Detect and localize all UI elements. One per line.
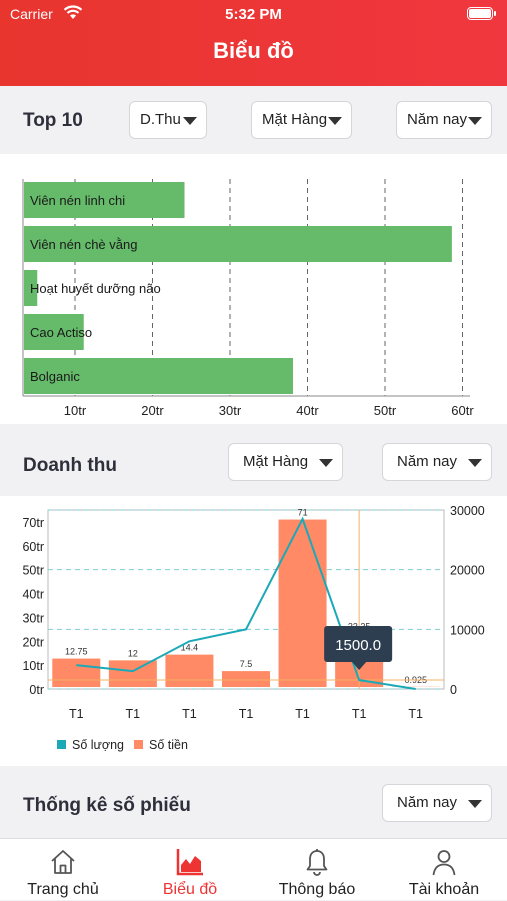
y-left-tick-label: 70tr	[22, 516, 44, 530]
status-time: 5:32 PM	[10, 6, 497, 23]
tab-chart-label: Biểu đồ	[127, 881, 253, 899]
chevron-down-icon	[468, 459, 482, 467]
bar-label: Viên nén chè vằng	[30, 237, 137, 252]
bar-label: Bolganic	[30, 369, 80, 384]
revenue-period-dropdown-value: Năm nay	[393, 453, 457, 470]
x-tick-label: T1	[239, 707, 254, 721]
tab-home-label: Trang chủ	[0, 881, 126, 899]
metric-dropdown[interactable]: D.Thu	[129, 101, 207, 139]
revenue-title: Doanh thu	[23, 455, 117, 477]
chart-icon	[175, 847, 205, 877]
top10-bar-chart: 10tr 20tr 30tr 40tr 50tr 60tr Viên nén linh ch…	[0, 154, 507, 424]
top10-header: Top 10 D.Thu Mặt Hàng Năm nay	[0, 86, 507, 154]
ticket-stats-header: Thống kê số phiếu Năm nay	[0, 766, 507, 838]
legend-label-money: Số tiền	[149, 738, 188, 752]
home-icon	[48, 847, 78, 877]
y-left-tick-label: 10tr	[22, 659, 44, 673]
bar	[109, 660, 157, 687]
x-tick-label: T1	[352, 707, 367, 721]
bar	[279, 520, 327, 687]
x-tick-label: 40tr	[296, 403, 319, 418]
revenue-period-dropdown[interactable]: Năm nay	[382, 443, 492, 481]
bar-label: Hoạt huyết dưỡng não	[30, 281, 161, 296]
tab-account[interactable]: Tài khoản	[381, 839, 507, 901]
x-tick-label: T1	[182, 707, 197, 721]
legend-swatch-money	[134, 740, 143, 749]
x-tick-label: 10tr	[64, 403, 87, 418]
bar-label: Viên nén linh chi	[30, 193, 125, 208]
x-tick-label: 30tr	[219, 403, 242, 418]
battery-icon	[467, 7, 493, 20]
bar-data-label: 12.75	[65, 647, 88, 657]
x-tick-label: T1	[126, 707, 141, 721]
chevron-down-icon	[468, 117, 482, 125]
chevron-down-icon	[468, 800, 482, 808]
metric-dropdown-value: D.Thu	[140, 111, 181, 128]
top10-title: Top 10	[23, 110, 83, 132]
legend-swatch-quantity	[57, 740, 66, 749]
revenue-chart-panel: 0tr 10tr 20tr 30tr 40tr 50tr 60tr 70tr 0 10000 200…	[0, 496, 507, 766]
tab-notifications[interactable]: Thông báo	[254, 839, 380, 901]
x-tick-label: 20tr	[141, 403, 164, 418]
bar	[52, 659, 100, 687]
y-right-tick-label: 30000	[450, 504, 485, 518]
page-title: Biểu đồ	[0, 38, 507, 64]
bell-icon	[302, 847, 332, 877]
y-left-tick-label: 0tr	[29, 683, 44, 697]
ticket-stats-title: Thống kê số phiếu	[23, 795, 191, 817]
y-left-tick-label: 60tr	[22, 540, 44, 554]
revenue-group-dropdown[interactable]: Mặt Hàng	[228, 443, 343, 481]
bar-data-label: 71	[298, 508, 308, 518]
revenue-header: Doanh thu Mặt Hàng Năm nay	[0, 424, 507, 496]
top10-period-dropdown-value: Năm nay	[407, 111, 467, 128]
top10-chart-panel: 10tr 20tr 30tr 40tr 50tr 60tr Viên nén linh ch…	[0, 154, 507, 424]
chevron-down-icon	[183, 117, 197, 125]
status-bar: Carrier 5:32 PM	[10, 4, 497, 24]
user-icon	[429, 847, 459, 877]
x-tick-label: T1	[69, 707, 84, 721]
tab-chart[interactable]: Biểu đồ	[127, 839, 253, 901]
y-left-tick-label: 30tr	[22, 611, 44, 625]
tab-account-label: Tài khoản	[381, 881, 507, 899]
y-left-tick-label: 50tr	[22, 564, 44, 578]
legend-label-quantity: Số lượng	[72, 738, 124, 752]
y-right-tick-label: 10000	[450, 623, 485, 637]
y-right-tick-label: 0	[450, 683, 457, 697]
x-tick-label: 60tr	[451, 403, 474, 418]
top10-group-dropdown-value: Mặt Hàng	[262, 111, 327, 128]
x-tick-label: T1	[408, 707, 423, 721]
y-left-tick-label: 20tr	[22, 635, 44, 649]
bar-data-label: 7.5	[240, 659, 253, 669]
tab-bar: Trang chủ Biểu đồ Thông báo Tài khoản	[0, 838, 507, 900]
chevron-down-icon	[328, 117, 342, 125]
tab-notifications-label: Thông báo	[254, 881, 380, 899]
app-header: Carrier 5:32 PM Biểu đồ	[0, 0, 507, 86]
bar	[165, 655, 213, 687]
y-left-tick-label: 40tr	[22, 588, 44, 602]
x-tick-label: 50tr	[374, 403, 397, 418]
tooltip-value: 1500.0	[335, 637, 381, 654]
top10-period-dropdown[interactable]: Năm nay	[396, 101, 492, 139]
bar	[222, 671, 270, 687]
y-right-tick-label: 20000	[450, 564, 485, 578]
revenue-group-dropdown-value: Mặt Hàng	[239, 453, 308, 470]
top10-group-dropdown[interactable]: Mặt Hàng	[251, 101, 352, 139]
bar-data-label: 12	[128, 648, 138, 658]
bar-label: Cao Actiso	[30, 325, 92, 340]
ticket-period-dropdown[interactable]: Năm nay	[382, 784, 492, 822]
x-tick-label: T1	[295, 707, 310, 721]
ticket-period-dropdown-value: Năm nay	[393, 794, 457, 811]
chevron-down-icon	[319, 459, 333, 467]
tab-home[interactable]: Trang chủ	[0, 839, 126, 901]
revenue-combo-chart: 0tr 10tr 20tr 30tr 40tr 50tr 60tr 70tr 0 10000 200…	[0, 496, 507, 766]
